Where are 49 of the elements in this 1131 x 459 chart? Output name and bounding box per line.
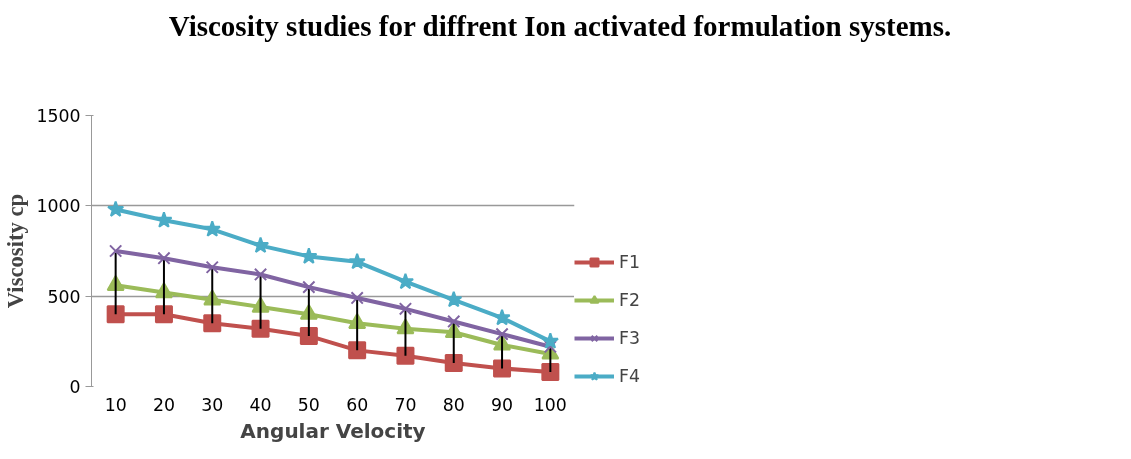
x-tick-label: 90 [491,394,514,415]
point [108,244,123,258]
point [302,280,316,294]
point [348,252,366,270]
point [541,332,559,349]
point [541,363,560,382]
point [444,354,463,373]
point [493,308,511,326]
y-tick-label: 1000 [36,196,81,217]
point [396,346,415,365]
point [543,340,558,354]
point [203,314,222,333]
y-tick-label: 0 [69,377,81,397]
x-axis-title: Angular Velocity [240,418,426,443]
legend-label: F2 [619,290,640,310]
point [154,305,173,324]
point [251,319,270,338]
x-tick-label: 100 [533,394,567,415]
legend-label: F4 [619,366,640,386]
point [493,359,512,378]
point [106,305,125,324]
y-axis-title: Viscosity cp [3,193,29,309]
point [107,200,125,217]
point [495,327,509,341]
legend-label: F3 [619,328,640,348]
point [205,260,219,274]
x-tick-label: 20 [152,394,175,415]
point [350,291,364,305]
point [155,211,173,228]
point [348,341,367,360]
legend-label: F1 [619,252,640,272]
y-tick-label: 1500 [36,106,81,126]
chart-title: Viscosity studies for diffrent Ion activated formulation systems. [168,9,952,44]
point [253,267,268,282]
point [203,220,221,237]
x-tick-label: 80 [442,394,465,415]
x-tick-label: 10 [104,394,127,415]
point [299,326,318,345]
y-tick-label: 500 [47,286,81,307]
x-tick-label: 70 [394,394,417,415]
x-tick-label: 50 [297,394,320,415]
point [447,314,461,329]
point [157,251,171,265]
point [396,272,415,290]
point [398,302,413,316]
x-tick-label: 30 [201,394,224,415]
point [445,290,463,308]
x-tick-label: 60 [346,394,369,415]
x-tick-label: 40 [249,394,272,415]
